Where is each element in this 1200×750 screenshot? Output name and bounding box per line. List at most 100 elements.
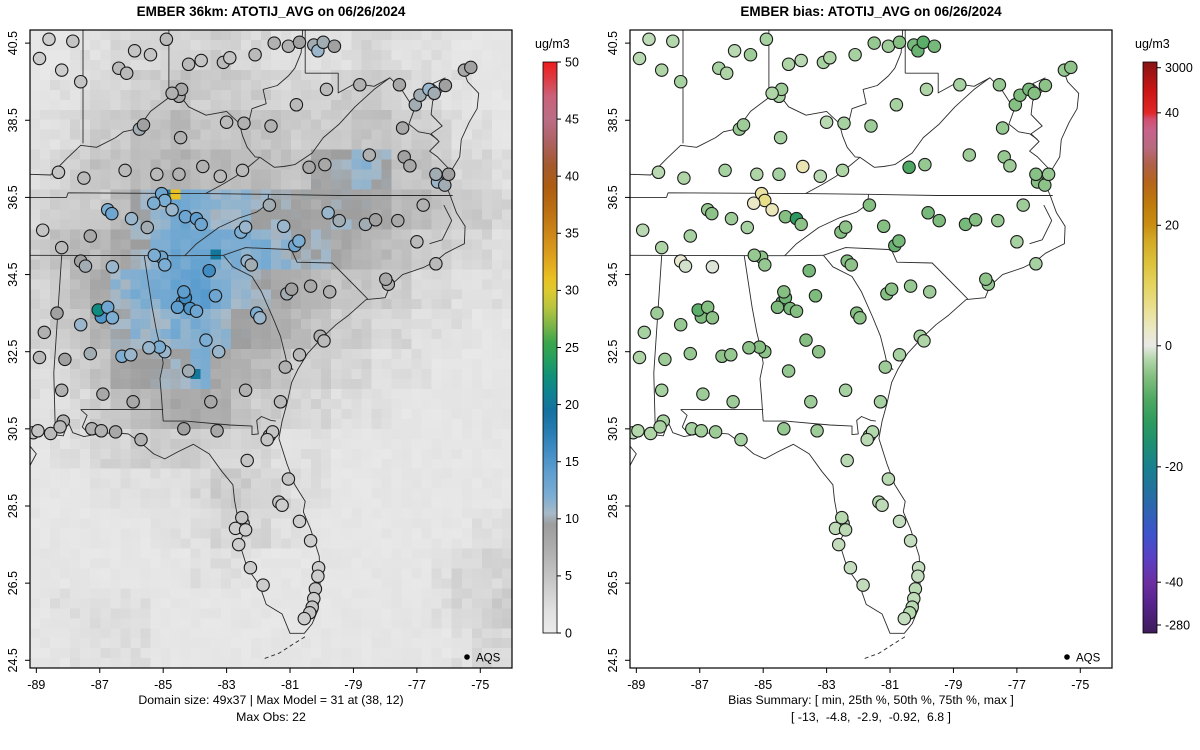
aqs-station-marker <box>147 248 162 263</box>
aqs-station-marker <box>653 420 667 434</box>
aqs-station-marker <box>124 211 139 226</box>
aqs-station-marker <box>696 387 710 401</box>
aqs-station-marker <box>37 325 52 340</box>
aqs-station-marker <box>654 383 669 398</box>
aqs-station-marker <box>746 196 761 210</box>
svg-text:-77: -77 <box>1008 678 1026 692</box>
aqs-station-marker <box>173 130 188 145</box>
aqs-station-marker <box>189 304 204 318</box>
aqs-station-marker <box>1038 78 1053 93</box>
aqs-station-marker <box>199 333 213 347</box>
aqs-station-marker <box>911 569 925 583</box>
colorbar-tick-label: 15 <box>565 455 579 469</box>
colorbar-tick-label: 45 <box>565 112 579 126</box>
aqs-station-marker <box>860 432 874 447</box>
aqs-station-marker <box>50 306 64 320</box>
aqs-station-marker <box>708 425 723 439</box>
aqs-station-marker <box>391 213 405 228</box>
aqs-station-marker <box>632 350 647 365</box>
aqs-station-marker <box>742 341 756 355</box>
aqs-station-marker <box>51 165 66 180</box>
raster-layer <box>30 30 512 668</box>
aqs-station-marker <box>284 282 299 296</box>
aqs-station-marker <box>705 206 719 221</box>
aqs-station-marker <box>317 334 331 348</box>
svg-text:-83: -83 <box>218 678 236 692</box>
aqs-station-marker <box>789 304 804 318</box>
aqs-station-marker <box>897 611 912 626</box>
aqs-station-marker <box>992 78 1007 92</box>
aqs-station-marker <box>677 171 691 185</box>
aqs-station-marker <box>884 282 899 296</box>
bias-caption-line1: Bias Summary: [ min, 25th %, 50th %, 75t… <box>728 693 1014 707</box>
svg-text:32.5: 32.5 <box>606 339 620 363</box>
aqs-station-marker <box>124 348 138 362</box>
aqs-station-marker <box>643 426 658 441</box>
aqs-station-marker <box>765 203 779 217</box>
aqs-station-marker <box>267 36 281 50</box>
aqs-station-marker <box>632 51 647 66</box>
aqs-station-marker <box>427 86 442 101</box>
aqs-station-marker <box>238 383 253 398</box>
aqs-station-marker <box>837 116 851 131</box>
aqs-station-marker <box>808 289 823 303</box>
aqs-station-marker <box>231 537 246 552</box>
aqs-station-marker <box>146 196 161 210</box>
aqs-station-marker <box>921 206 935 220</box>
aqs-station-marker <box>353 78 367 92</box>
plot-frame <box>629 29 1113 669</box>
aqs-station-marker <box>678 259 693 273</box>
aqs-station-marker <box>848 47 862 62</box>
aqs-station-marker <box>240 453 254 468</box>
aqs-station-marker <box>31 424 45 438</box>
aqs-station-marker <box>54 240 69 255</box>
colorbar-tick-label: 30 <box>565 284 579 298</box>
aqs-station-marker <box>243 560 258 575</box>
aqs-station-marker <box>979 272 993 286</box>
aqs-station-marker <box>158 258 172 272</box>
aqs-station-marker <box>297 611 312 626</box>
aqs-station-marker <box>292 234 306 248</box>
svg-text:38.5: 38.5 <box>6 108 20 132</box>
aqs-station-marker <box>838 383 853 398</box>
aqs-station-marker <box>889 98 904 112</box>
aqs-station-marker <box>918 157 932 172</box>
aqs-legend: AQS <box>464 653 501 665</box>
aqs-station-marker <box>831 537 846 552</box>
aqs-station-marker <box>718 163 732 178</box>
aqs-station-marker <box>244 258 259 272</box>
svg-text:-79: -79 <box>944 678 962 692</box>
svg-text:-83: -83 <box>818 678 836 692</box>
aqs-station-marker <box>734 432 748 447</box>
svg-text:-75: -75 <box>1071 678 1089 692</box>
aqs-station-marker <box>770 300 785 315</box>
colorbar-units-label: ug/m3 <box>535 37 570 51</box>
axes <box>25 42 481 673</box>
svg-text:30.5: 30.5 <box>6 417 20 441</box>
aqs-station-marker <box>953 78 967 92</box>
aqs-station-marker <box>758 258 772 272</box>
colorbar-tick-label: -280 <box>1165 618 1190 632</box>
aqs-station-marker <box>202 263 216 278</box>
svg-text:34.5: 34.5 <box>6 262 20 286</box>
aqs-station-marker <box>773 130 788 145</box>
aqs-station-marker <box>292 514 307 529</box>
aqs-station-marker <box>235 510 249 525</box>
aqs-station-marker <box>781 364 796 378</box>
aqs-station-marker <box>843 560 858 575</box>
aqs-station-marker <box>1029 257 1043 271</box>
aqs-station-marker <box>208 289 223 303</box>
svg-text:24.5: 24.5 <box>6 648 20 672</box>
aqs-station-marker <box>42 32 56 47</box>
aqs-station-marker <box>292 35 307 50</box>
colorbar-tick-label: 40 <box>565 170 579 184</box>
aqs-station-marker <box>311 569 325 583</box>
colorbar-tick-label: 20 <box>565 398 579 412</box>
aqs-station-marker <box>54 63 69 77</box>
aqs-station-marker <box>150 167 164 182</box>
aqs-station-marker <box>94 424 109 438</box>
aqs-station-marker <box>253 311 267 325</box>
aqs-station-marker <box>673 317 688 332</box>
svg-text:-77: -77 <box>408 678 426 692</box>
aqs-station-marker <box>876 219 891 234</box>
